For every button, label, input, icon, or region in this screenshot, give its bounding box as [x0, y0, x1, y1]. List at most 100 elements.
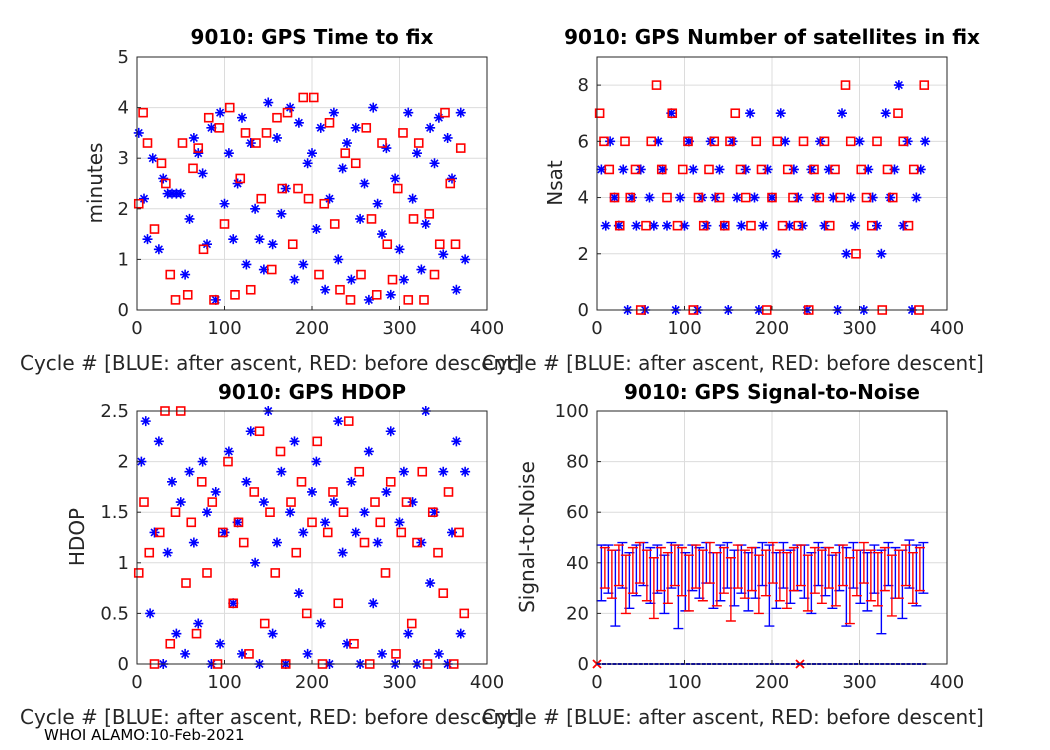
- data-point: [202, 507, 212, 518]
- error-bar: [627, 546, 638, 594]
- data-point: [793, 192, 804, 203]
- data-point: [170, 295, 181, 305]
- y-tick-label: 1: [118, 249, 129, 270]
- data-point: [381, 486, 392, 497]
- data-point: [182, 290, 193, 300]
- error-bar: [683, 554, 694, 612]
- data-point: [238, 537, 249, 548]
- data-point: [276, 208, 287, 219]
- error-bar: [774, 549, 785, 602]
- data-point: [455, 143, 466, 153]
- data-point: [270, 568, 281, 578]
- data-point: [338, 507, 349, 518]
- data-point: [153, 244, 164, 255]
- data-point: [311, 456, 322, 467]
- data-point: [197, 456, 208, 467]
- data-point: [138, 107, 148, 118]
- data-point: [915, 164, 926, 175]
- error-bar: [669, 544, 680, 587]
- data-point: [285, 102, 296, 113]
- data-point: [600, 220, 611, 231]
- data-point: [162, 547, 173, 558]
- data-point: [320, 284, 331, 295]
- data-point: [767, 192, 777, 203]
- data-point: [363, 294, 374, 305]
- data-point: [460, 466, 471, 477]
- error-bar: [753, 554, 764, 615]
- data-point: [719, 220, 730, 231]
- data-point: [133, 198, 144, 209]
- data-point: [258, 497, 269, 508]
- data-point: [725, 136, 735, 147]
- data-point: [161, 178, 171, 189]
- data-point: [740, 164, 751, 175]
- data-point: [758, 220, 769, 231]
- data-point: [293, 183, 303, 194]
- data-point: [701, 220, 712, 231]
- data-point: [814, 192, 825, 203]
- x-tick-label: 300: [842, 672, 876, 693]
- data-point: [197, 168, 208, 179]
- error-bar: [886, 554, 897, 617]
- x-tick-label: 300: [382, 318, 416, 339]
- data-point: [398, 128, 408, 138]
- data-point: [291, 547, 302, 558]
- error-bar: [711, 551, 722, 607]
- data-point: [604, 164, 615, 175]
- data-point: [625, 192, 636, 203]
- data-point: [241, 259, 252, 270]
- data-point: [350, 158, 361, 169]
- data-point: [385, 289, 396, 300]
- data-point: [368, 102, 379, 113]
- data-point: [438, 466, 449, 477]
- error-bar: [830, 551, 841, 607]
- data-point: [207, 497, 218, 507]
- data-point: [230, 290, 240, 300]
- data-point: [232, 517, 243, 528]
- data-point: [228, 598, 239, 609]
- data-point: [867, 192, 878, 203]
- data-point: [140, 416, 151, 427]
- data-point: [328, 107, 339, 118]
- error-bar: [613, 544, 624, 587]
- x-tick-label: 0: [591, 318, 602, 339]
- data-point: [407, 497, 418, 508]
- data-point: [337, 547, 348, 558]
- data-point: [442, 132, 453, 143]
- data-point: [377, 138, 387, 148]
- data-point: [240, 128, 251, 138]
- data-point: [224, 102, 235, 113]
- data-point: [171, 628, 182, 639]
- data-point: [403, 107, 414, 118]
- data-point: [302, 158, 313, 169]
- data-point: [662, 192, 672, 203]
- data-point: [889, 164, 900, 175]
- data-point: [144, 547, 155, 558]
- error-bar: [795, 544, 806, 587]
- error-bar: [918, 541, 929, 594]
- data-point: [232, 178, 243, 189]
- data-point: [133, 568, 144, 578]
- error-bar: [802, 554, 813, 612]
- data-point: [424, 209, 435, 219]
- y-axis-label: Signal-to-Noise: [515, 461, 539, 613]
- x-tick-label: 300: [382, 672, 416, 693]
- data-point: [188, 132, 199, 143]
- data-point: [919, 80, 930, 90]
- error-bar: [865, 549, 876, 602]
- data-point: [203, 112, 214, 123]
- data-point: [177, 138, 188, 148]
- data-point: [219, 527, 230, 538]
- data-point: [324, 117, 335, 128]
- data-point: [266, 264, 277, 275]
- data-point: [314, 269, 324, 280]
- data-point: [249, 487, 260, 497]
- data-point: [613, 220, 624, 231]
- data-point: [345, 295, 356, 305]
- data-point: [683, 136, 693, 147]
- data-point: [342, 638, 352, 649]
- data-point: [656, 164, 667, 175]
- data-point: [311, 224, 322, 235]
- data-point: [324, 193, 335, 204]
- data-point: [346, 476, 357, 487]
